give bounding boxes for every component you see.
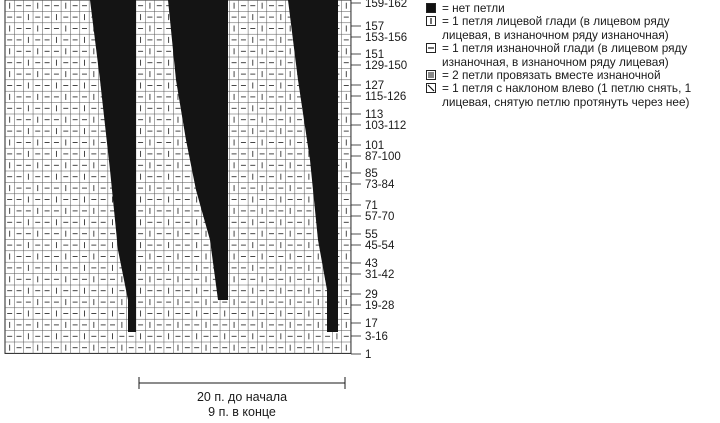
knit-stitch-icon — [426, 16, 436, 27]
row-label: 3-16 — [365, 331, 388, 343]
row-label: 57-70 — [365, 211, 394, 223]
row-label: 153-156 — [365, 32, 407, 44]
left-slant-stitch-icon — [426, 83, 436, 94]
row-label: 103-112 — [365, 120, 406, 132]
legend-item-purl: = 1 петля изнаночной глади (в лицевом ря… — [426, 42, 718, 69]
row-label: 71 — [365, 200, 378, 212]
legend-text: = 1 петля лицевой глади (в лицевом ряду … — [442, 14, 670, 42]
row-label: 85 — [365, 168, 378, 180]
legend-item-p2tog: = 2 петли провязать вместе изнаночной — [426, 68, 718, 83]
row-label: 29 — [365, 289, 378, 301]
caption-line-2: 9 п. в конце — [208, 405, 276, 419]
row-label: 115-126 — [365, 91, 406, 103]
no-stitch-wedge — [168, 0, 228, 300]
row-label: 87-100 — [365, 151, 401, 163]
purl-stitch-icon — [426, 43, 436, 54]
row-label: 101 — [365, 140, 384, 152]
legend-text: = нет петли — [442, 1, 505, 15]
row-label: 31-42 — [365, 269, 394, 281]
legend-item-knit: = 1 петля лицевой глади (в лицевом ряду … — [426, 15, 718, 42]
row-label: 19-28 — [365, 300, 394, 312]
row-label: 17 — [365, 318, 378, 330]
legend: = нет петли = 1 петля лицевой глади (в л… — [426, 1, 718, 109]
row-label: 157 — [365, 21, 384, 33]
no-stitch-wedge — [90, 0, 136, 332]
row-label: 43 — [365, 258, 378, 270]
no-stitch-wedges — [90, 0, 338, 332]
row-label: 129-150 — [365, 60, 407, 72]
legend-item-no-stitch: = нет петли — [426, 1, 718, 15]
bottom-bracket — [138, 377, 346, 389]
legend-text: = 2 петли провязать вместе изнаночной — [442, 68, 661, 83]
caption-line-1: 20 п. до начала — [197, 390, 287, 404]
legend-text: = 1 петля изнаночной глади (в лицевом ря… — [442, 41, 688, 69]
row-label: 113 — [365, 109, 383, 121]
row-label: 45-54 — [365, 240, 395, 252]
purl-two-together-icon — [426, 70, 436, 81]
no-stitch-icon — [426, 3, 436, 13]
row-label: 73-84 — [365, 179, 395, 191]
row-label: 55 — [365, 229, 378, 241]
row-label: 159-162 — [365, 0, 407, 10]
row-label: 151 — [365, 49, 384, 61]
legend-item-left-slant: = 1 петля с наклоном влево (1 петлю снят… — [426, 82, 718, 109]
no-stitch-wedge — [288, 0, 338, 332]
legend-text: = 1 петля с наклоном влево (1 петлю снят… — [442, 81, 692, 109]
row-label: 127 — [365, 80, 384, 92]
row-label: 1 — [365, 349, 371, 361]
